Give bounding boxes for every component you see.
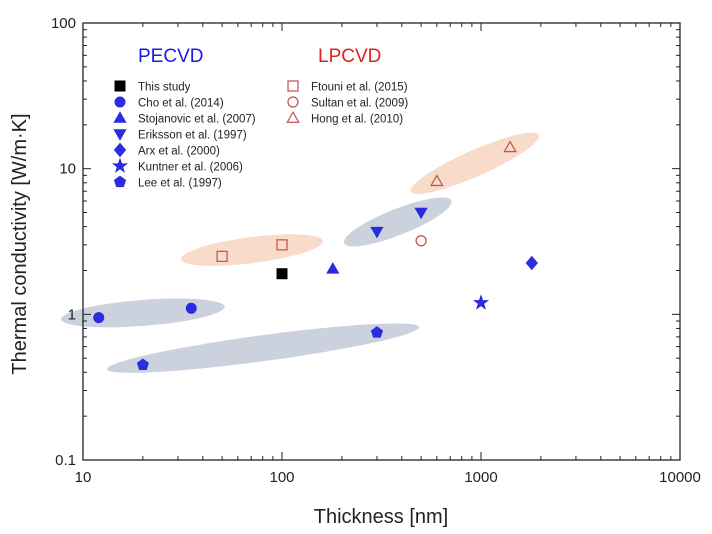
data-point-lee-et-al-1997-2 — [370, 326, 384, 338]
x-tick-label: 100 — [269, 469, 294, 486]
legend-label-this-study: This study — [138, 82, 191, 94]
legend-marker-ftouni-et-al-2015 — [287, 80, 299, 92]
legend-marker-stojanovic-et-al-2007 — [113, 111, 127, 123]
highlight-region-lpcvd-4 — [180, 234, 324, 266]
data-point-ftouni-et-al-2015-2 — [276, 239, 288, 251]
legend-marker-sultan-et-al-2009 — [287, 96, 299, 108]
legend-label-arx-et-al-2000: Arx et al. (2000) — [138, 146, 220, 158]
data-point-arx-et-al-2000-1 — [525, 255, 538, 271]
data-point-this-study-1 — [276, 268, 288, 280]
legend-label-lee-et-al-1997: Lee et al. (1997) — [138, 178, 222, 190]
y-tick-label: 1 — [68, 306, 76, 323]
plot-frame — [82, 22, 681, 461]
data-point-sultan-et-al-2009-1 — [415, 235, 427, 247]
data-point-hong-et-al-2010-2 — [503, 140, 517, 153]
highlight-region-lpcvd-5 — [410, 132, 540, 195]
y-tick-label: 100 — [51, 15, 76, 32]
legend-marker-hong-et-al-2010 — [286, 111, 300, 123]
legend-label-cho-et-al-2014: Cho et al. (2014) — [138, 98, 224, 110]
data-point-ftouni-et-al-2015-1 — [216, 250, 228, 262]
data-points — [93, 140, 538, 371]
data-point-cho-et-al-2014-2 — [185, 302, 197, 314]
data-point-eriksson-et-al-1997-1 — [370, 226, 384, 239]
legend-marker-eriksson-et-al-1997 — [113, 129, 127, 141]
x-axis-label: Thickness [nm] — [314, 506, 448, 528]
legend-label-eriksson-et-al-1997: Eriksson et al. (1997) — [138, 130, 247, 142]
y-axis-label: Thermal conductivity [W/m·K] — [9, 113, 31, 374]
highlight-region-pecvd-3 — [343, 197, 452, 247]
legend: PECVD LPCVD This study Cho et al. (2014) Sto… — [111, 46, 408, 190]
legend-label-hong-et-al-2010: Hong et al. (2010) — [311, 114, 403, 126]
y-tick-label: 0.1 — [55, 452, 76, 469]
data-point-kuntner-et-al-2006-1 — [472, 294, 490, 310]
x-tick-label: 1000 — [464, 469, 497, 486]
legend-label-ftouni-et-al-2015: Ftouni et al. (2015) — [311, 82, 408, 94]
legend-group-title-pecvd: PECVD — [138, 46, 203, 67]
legend-marker-this-study — [114, 80, 126, 92]
legend-marker-lee-et-al-1997 — [113, 175, 127, 188]
y-tick-label: 10 — [59, 161, 76, 178]
axes: 10 100 1000 10000 0.1 1 10 100 — [51, 15, 701, 486]
highlight-regions — [61, 132, 540, 373]
legend-label-kuntner-et-al-2006: Kuntner et al. (2006) — [138, 162, 243, 174]
data-point-lee-et-al-1997-1 — [136, 358, 149, 371]
highlight-region-pecvd-2 — [107, 323, 420, 373]
legend-marker-kuntner-et-al-2006 — [111, 157, 129, 173]
data-point-eriksson-et-al-1997-2 — [414, 207, 428, 220]
data-point-hong-et-al-2010-1 — [430, 174, 444, 187]
legend-marker-cho-et-al-2014 — [114, 96, 126, 108]
legend-label-sultan-et-al-2009: Sultan et al. (2009) — [311, 98, 408, 110]
x-tick-label: 10 — [75, 469, 92, 486]
data-point-stojanovic-et-al-2007-1 — [326, 262, 340, 274]
legend-label-stojanovic-et-al-2007: Stojanovic et al. (2007) — [138, 114, 256, 126]
legend-marker-arx-et-al-2000 — [113, 142, 127, 158]
highlight-region-pecvd-1 — [61, 298, 225, 328]
x-tick-label: 10000 — [659, 469, 701, 486]
legend-group-title-lpcvd: LPCVD — [318, 46, 381, 67]
data-point-cho-et-al-2014-1 — [93, 312, 105, 324]
